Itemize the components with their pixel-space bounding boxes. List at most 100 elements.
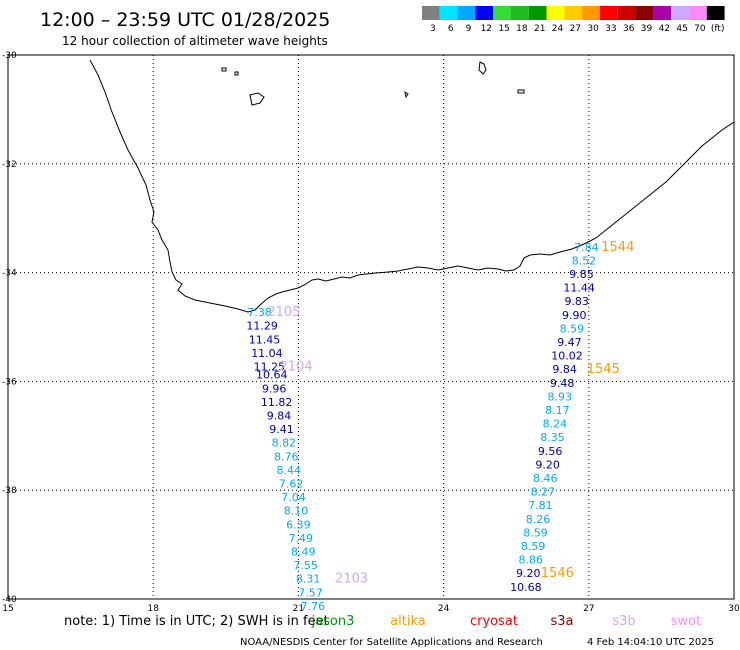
wave-height-value: 8.31: [296, 573, 321, 586]
wave-height-value: 8.93: [548, 390, 573, 403]
legend-label: 15: [498, 24, 509, 34]
map-grid: [8, 55, 734, 599]
axis-tick-labels: 15 18 21 24 27 30 -30 -32 -34 -36 -38 -40: [2, 51, 740, 614]
wave-height-value: 8.26: [526, 513, 551, 526]
wave-height-value: 8.86: [518, 554, 543, 567]
wave-height-value: 8.59: [523, 526, 548, 539]
legend-label: 18: [516, 24, 528, 34]
legend-swatch: [706, 6, 725, 20]
pass-number-label: 2104: [279, 360, 312, 375]
track-pass-2104: 11.2510.649.9611.829.849.418.828.768.447…: [254, 360, 318, 573]
wave-height-value: 6.39: [286, 518, 311, 531]
legend-label: 36: [623, 24, 635, 34]
wave-height-value: 8.52: [572, 254, 597, 267]
wave-height-value: 8.35: [540, 431, 565, 444]
wave-height-value: 8.82: [272, 437, 297, 450]
wave-height-value: 7.55: [293, 559, 318, 572]
pass-number-label: 1544: [601, 240, 634, 255]
lat-tick-label: -38: [2, 486, 17, 496]
wave-height-value: 7.57: [298, 586, 323, 599]
legend-label: 24: [552, 24, 564, 34]
legend-swatch: [493, 6, 511, 20]
legend-label: (ft): [711, 24, 725, 34]
lon-tick-label: 18: [147, 604, 159, 614]
satellite-name-s3b: s3b: [612, 614, 635, 629]
legend-label: 42: [659, 24, 670, 34]
legend-label: 45: [676, 24, 687, 34]
legend-label: 33: [605, 24, 616, 34]
wave-height-value: 7.04: [281, 491, 306, 504]
wave-height-value: 8.46: [533, 472, 558, 485]
lon-tick-label: 15: [2, 604, 13, 614]
satellite-name-jason3: jason3: [311, 614, 355, 629]
page-subtitle: 12 hour collection of altimeter wave hei…: [62, 34, 328, 48]
legend-swatch: [689, 6, 707, 20]
lon-tick-label: 24: [438, 604, 450, 614]
wave-height-value: 9.83: [564, 295, 589, 308]
wave-height-value: 9.20: [516, 567, 541, 580]
lon-tick-label: 30: [728, 604, 740, 614]
wave-height-value: 8.17: [545, 404, 570, 417]
legend-swatch: [653, 6, 672, 20]
track-pass-2103: 8.317.577.76 2103: [296, 572, 368, 613]
wave-height-value: 8.10: [284, 505, 309, 518]
wave-height-value: 9.84: [267, 409, 292, 422]
map-frame: [7, 54, 735, 600]
wave-height-value: 9.56: [538, 445, 563, 458]
lat-tick-label: -30: [2, 51, 17, 61]
legend-label: 70: [694, 24, 706, 34]
footer-note: note: 1) Time is in UTC; 2) SWH is in fe…: [64, 614, 329, 629]
wave-height-value: 9.48: [550, 377, 575, 390]
legend-label: 21: [534, 24, 545, 34]
legend-swatch: [635, 6, 654, 20]
wave-height-value: 8.76: [274, 450, 299, 463]
coastline: [89, 59, 735, 313]
page-title: 12:00 – 23:59 UTC 01/28/2025: [40, 9, 330, 31]
wave-height-value: 11.04: [251, 347, 283, 360]
wave-height-value: 8.27: [531, 486, 556, 499]
wave-height-value: 7.84: [574, 241, 599, 254]
lat-tick-label: -32: [2, 160, 17, 170]
lon-tick-label: 21: [293, 604, 304, 614]
legend-label: 39: [641, 24, 653, 34]
island-marker: [517, 89, 525, 94]
wave-height-value: 8.24: [543, 418, 568, 431]
wave-height-value: 9.84: [552, 363, 577, 376]
wave-height-value: 7.38: [247, 306, 272, 319]
wave-height-value: 8.44: [276, 464, 301, 477]
south-africa-coastline: [89, 59, 735, 313]
legend-swatch: [422, 6, 440, 20]
legend-swatch: [582, 6, 600, 20]
legend-swatch: [546, 6, 565, 20]
island-marker: [404, 90, 409, 99]
legend-swatch: [475, 6, 494, 20]
pass-number-label: 2103: [335, 572, 368, 587]
legend-swatch: [617, 6, 636, 20]
wave-height-value: 9.41: [269, 423, 294, 436]
satellite-name-cryosat: cryosat: [470, 614, 518, 629]
map-area: 15 18 21 24 27 30 -30 -32 -34 -36 -38 -40 7.3811.29…: [2, 51, 740, 614]
wave-height-value: 9.96: [262, 382, 287, 395]
altimeter-tracks: 7.3811.2911.4511.04210511.2510.649.9611.…: [246, 240, 634, 613]
island-marker: [221, 67, 227, 72]
lon-tick-label: 27: [583, 604, 594, 614]
footer-credit: NOAA/NESDIS Center for Satellite Applica…: [240, 637, 543, 648]
wave-height-color-legend: 3 6 9 12 15 18 21 24 27 30 33 36 39 42 45 70 (ft): [422, 6, 725, 34]
wave-height-value: 8.59: [521, 540, 546, 553]
pass-number-label: 2105: [267, 305, 300, 320]
legend-label: 3: [430, 24, 436, 34]
wave-height-value: 10.68: [510, 581, 542, 594]
legend-swatch: [671, 6, 689, 20]
satellite-legend: jason3 altika cryosat s3a s3b swot: [311, 614, 702, 629]
legend-swatch: [528, 6, 547, 20]
satellite-name-altika: altika: [390, 614, 426, 629]
legend-label: 27: [570, 24, 581, 34]
legend-label: 12: [481, 24, 492, 34]
lat-tick-label: -36: [2, 377, 17, 387]
wave-height-value: 11.29: [246, 320, 278, 333]
pass-number-label: 1545: [587, 362, 620, 377]
